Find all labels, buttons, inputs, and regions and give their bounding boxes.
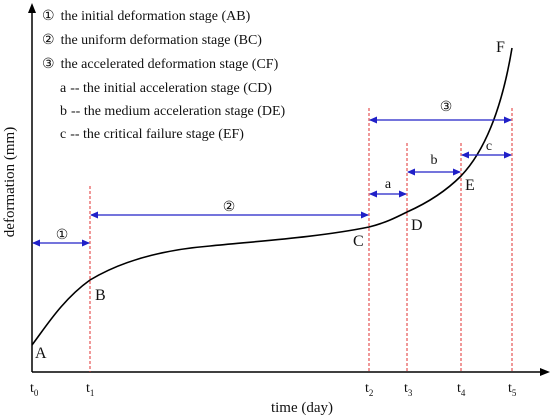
tick-t0: t0 <box>30 381 39 398</box>
x-axis-label: time (day) <box>271 400 333 416</box>
tick-t4: t4 <box>457 381 466 398</box>
point-label-d: D <box>411 217 423 234</box>
segment-label-2: ② <box>223 200 236 215</box>
legend: ① the initial deformation stage (AB) ② the… <box>42 9 286 142</box>
tick-t5: t5 <box>508 381 517 398</box>
legend-item-2: ② the uniform deformation stage (BC) <box>42 33 262 48</box>
legend-item-1: ① the initial deformation stage (AB) <box>42 9 251 24</box>
legend-item-b: b -- the medium acceleration stage (DE) <box>60 104 286 119</box>
legend-item-a: a -- the initial acceleration stage (CD) <box>60 81 272 96</box>
point-label-c: C <box>353 233 364 250</box>
stage-guides <box>89 108 513 372</box>
segment-label-3: ③ <box>440 100 453 115</box>
legend-item-c: c -- the critical failure stage (EF) <box>60 127 244 142</box>
stage-arrows <box>32 116 512 247</box>
segment-label-c: c <box>486 139 492 154</box>
point-label-f: F <box>496 39 505 56</box>
segment-label-a: a <box>385 177 392 192</box>
segment-label-b: b <box>431 153 438 168</box>
segment-label-1: ① <box>56 228 69 243</box>
tick-t3: t3 <box>404 381 413 398</box>
point-label-e: E <box>465 177 475 194</box>
tick-t2: t2 <box>365 381 373 398</box>
y-axis-label: deformation (mm) <box>2 127 18 237</box>
legend-item-3: ③ the accelerated deformation stage (CF) <box>42 57 279 72</box>
deformation-curve <box>31 47 513 346</box>
point-label-a: A <box>35 345 47 362</box>
tick-t1: t1 <box>86 381 94 398</box>
point-label-b: B <box>95 287 106 304</box>
time-ticks: t0 t1 t2 t3 t4 t5 <box>30 381 517 398</box>
